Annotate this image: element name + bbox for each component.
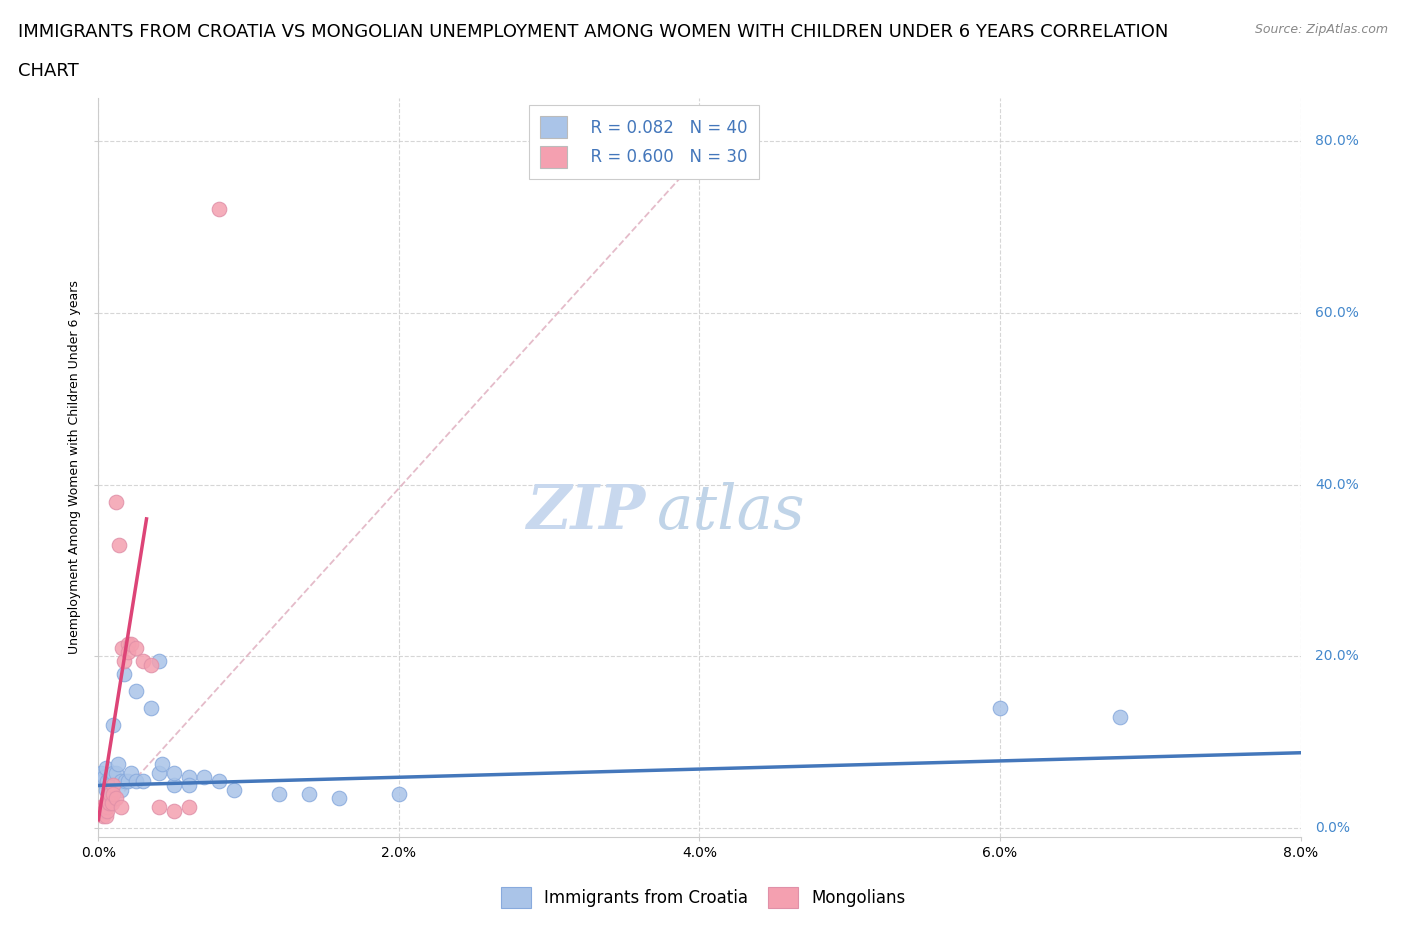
Legend: Immigrants from Croatia, Mongolians: Immigrants from Croatia, Mongolians: [494, 881, 912, 914]
Point: [101, 795, 124, 810]
Point: [117, 636, 139, 651]
Point: [208, 774, 231, 789]
Point: [100, 769, 122, 784]
Point: [208, 202, 231, 217]
Point: [1109, 710, 1132, 724]
Point: [114, 774, 136, 789]
Point: [93, 804, 115, 818]
Point: [103, 778, 125, 793]
Point: [328, 790, 350, 805]
Point: [162, 765, 184, 780]
Point: [139, 658, 162, 672]
Point: [148, 800, 170, 815]
Point: [110, 774, 132, 789]
Text: 60.0%: 60.0%: [1315, 306, 1358, 320]
Point: [110, 782, 132, 797]
Text: Source: ZipAtlas.com: Source: ZipAtlas.com: [1254, 23, 1388, 36]
Point: [125, 641, 148, 656]
Point: [177, 778, 200, 793]
Point: [94, 808, 117, 823]
Text: CHART: CHART: [18, 62, 79, 80]
Point: [91, 774, 114, 789]
Point: [97, 795, 120, 810]
Point: [125, 774, 148, 789]
Point: [93, 800, 115, 815]
Text: 20.0%: 20.0%: [1315, 649, 1358, 663]
Point: [121, 636, 143, 651]
Point: [222, 782, 245, 797]
Point: [110, 800, 132, 815]
Point: [112, 666, 135, 681]
Point: [94, 761, 117, 776]
Point: [117, 644, 139, 659]
Text: ZIP: ZIP: [526, 482, 645, 541]
Point: [105, 790, 128, 805]
Text: 0.0%: 0.0%: [1315, 821, 1350, 835]
Point: [117, 774, 139, 789]
Point: [162, 804, 184, 818]
Point: [96, 774, 118, 789]
Point: [105, 765, 128, 780]
Text: atlas: atlas: [658, 482, 806, 541]
Point: [94, 795, 117, 810]
Point: [177, 800, 200, 815]
Point: [90, 765, 112, 780]
Text: IMMIGRANTS FROM CROATIA VS MONGOLIAN UNEMPLOYMENT AMONG WOMEN WITH CHILDREN UNDE: IMMIGRANTS FROM CROATIA VS MONGOLIAN UNE…: [18, 23, 1168, 41]
Point: [111, 641, 134, 656]
Y-axis label: Unemployment Among Women with Children Under 6 years: Unemployment Among Women with Children U…: [67, 280, 82, 655]
Point: [177, 769, 200, 784]
Point: [298, 787, 321, 802]
Point: [91, 808, 114, 823]
Point: [988, 700, 1011, 715]
Point: [105, 494, 128, 509]
Point: [193, 769, 215, 784]
Point: [100, 787, 122, 802]
Point: [94, 782, 117, 797]
Point: [96, 804, 118, 818]
Point: [132, 774, 155, 789]
Point: [148, 653, 170, 668]
Point: [103, 718, 125, 733]
Point: [91, 804, 114, 818]
Point: [267, 787, 290, 802]
Point: [100, 778, 122, 793]
Legend:   R = 0.082   N = 40,   R = 0.600   N = 30: R = 0.082 N = 40, R = 0.600 N = 30: [533, 110, 755, 174]
Point: [125, 684, 148, 698]
Point: [148, 765, 170, 780]
Text: 80.0%: 80.0%: [1315, 134, 1358, 148]
Point: [388, 787, 411, 802]
Point: [121, 765, 143, 780]
Point: [103, 787, 125, 802]
Point: [97, 778, 120, 793]
Point: [103, 765, 125, 780]
Point: [132, 653, 155, 668]
Point: [162, 778, 184, 793]
Point: [96, 800, 118, 815]
Point: [90, 800, 112, 815]
Text: 40.0%: 40.0%: [1315, 477, 1358, 492]
Point: [93, 769, 115, 784]
Point: [97, 787, 120, 802]
Point: [112, 653, 135, 668]
Point: [150, 756, 173, 771]
Point: [107, 756, 129, 771]
Point: [108, 538, 131, 552]
Point: [139, 700, 162, 715]
